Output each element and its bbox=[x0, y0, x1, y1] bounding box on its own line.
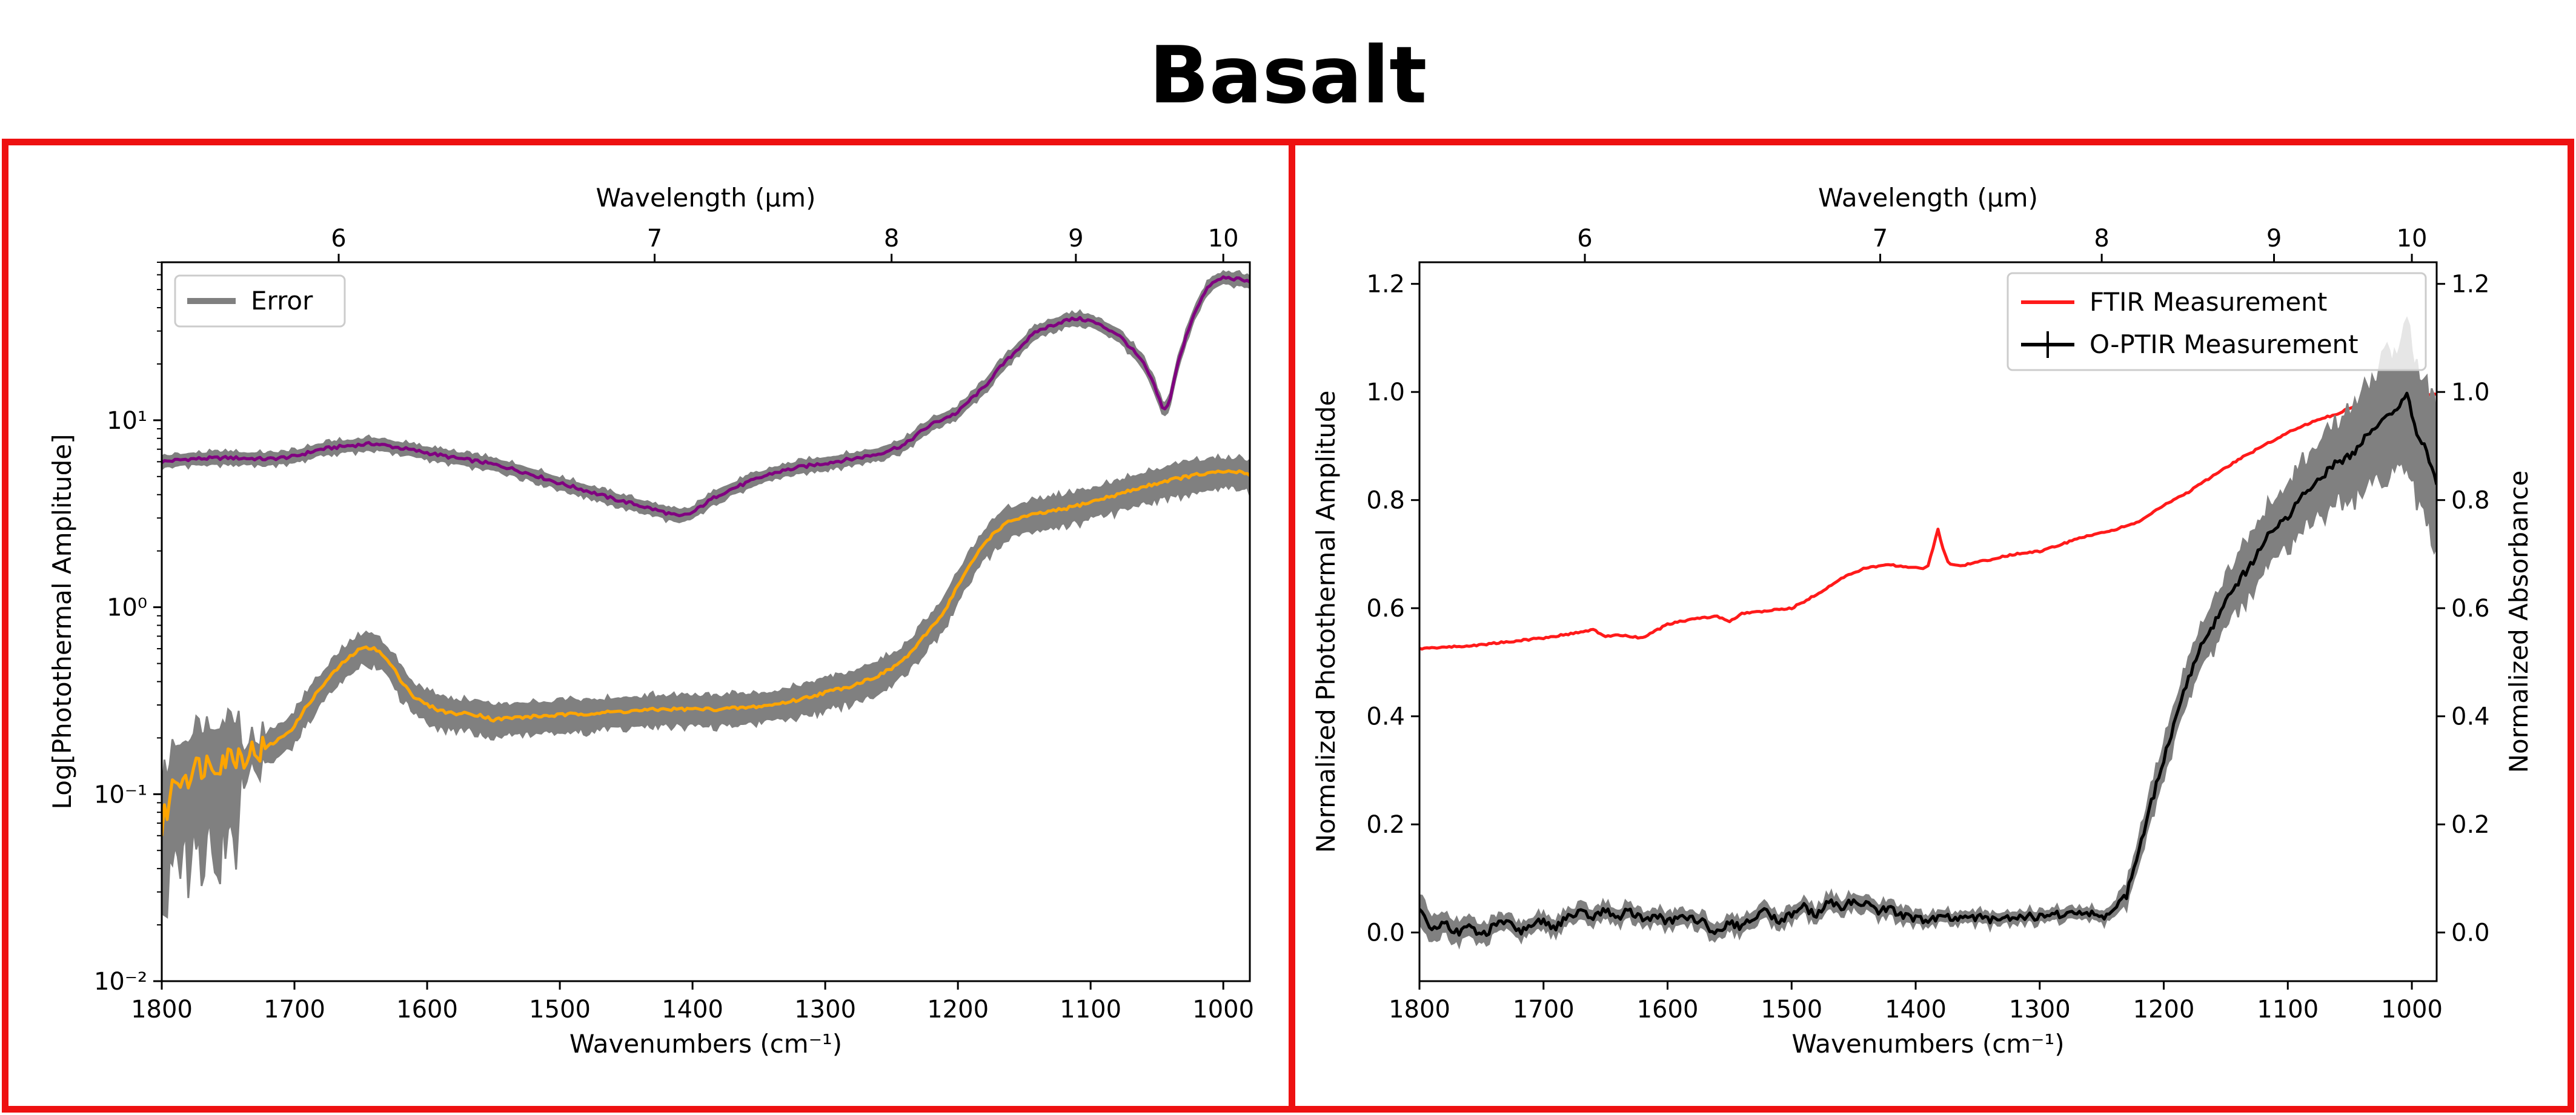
y-tick-label-right: 1.2 bbox=[2451, 271, 2490, 299]
y-tick-label: 10¹ bbox=[107, 407, 147, 435]
x-tick-label: 1500 bbox=[529, 996, 591, 1024]
y-tick-label: 0.2 bbox=[1366, 811, 1405, 839]
series-line-ftir-measurement bbox=[1419, 389, 2437, 651]
x-tick-label: 1100 bbox=[2257, 996, 2319, 1024]
top-tick-label: 7 bbox=[1873, 225, 1888, 253]
top-tick-label: 6 bbox=[1577, 225, 1592, 253]
y-tick-label: 0.0 bbox=[1366, 919, 1405, 947]
top-tick-label: 10 bbox=[2397, 225, 2428, 253]
y-axis-label-right: Normalized Absorbance bbox=[2504, 471, 2534, 773]
top-tick-label: 10 bbox=[1208, 225, 1239, 253]
y-tick-label-right: 0.2 bbox=[2451, 811, 2490, 839]
x-axis-label: Wavenumbers (cm⁻¹) bbox=[1791, 1029, 2064, 1059]
error-band-o-ptir bbox=[1419, 316, 2437, 950]
legend-label-error: Error bbox=[251, 286, 313, 316]
plot-frame bbox=[1418, 261, 2438, 982]
x-tick-label: 1200 bbox=[927, 996, 989, 1024]
x-tick-label: 1600 bbox=[396, 996, 458, 1024]
x-tick-label: 1800 bbox=[131, 996, 193, 1024]
top-axis-label: Wavelength (μm) bbox=[1818, 183, 2038, 213]
y-tick-label: 0.6 bbox=[1366, 595, 1405, 623]
legend: Error bbox=[174, 274, 346, 328]
x-tick-label: 1200 bbox=[2133, 996, 2195, 1024]
x-tick-label: 1700 bbox=[1513, 996, 1575, 1024]
top-tick-label: 8 bbox=[884, 225, 899, 253]
x-tick-label: 1100 bbox=[1060, 996, 1121, 1024]
x-tick-label: 1300 bbox=[2009, 996, 2071, 1024]
y-tick-label: 10⁰ bbox=[107, 594, 147, 622]
legend-box bbox=[174, 274, 346, 328]
y-axis-label: Log[Photothermal Amplitude] bbox=[47, 434, 77, 810]
error-band-lower bbox=[162, 453, 1250, 919]
y-tick-label: 0.8 bbox=[1366, 487, 1405, 515]
top-tick-label: 6 bbox=[331, 225, 346, 253]
top-tick-label: 8 bbox=[2094, 225, 2109, 253]
page-title: Basalt bbox=[1149, 29, 1427, 121]
plot-area-left bbox=[162, 270, 1250, 919]
x-tick-label: 1500 bbox=[1761, 996, 1822, 1024]
top-tick-label: 7 bbox=[647, 225, 662, 253]
y-tick-label: 1.0 bbox=[1366, 379, 1405, 406]
x-tick-label: 1600 bbox=[1637, 996, 1699, 1024]
x-tick-label: 1000 bbox=[2381, 996, 2443, 1024]
series-line-lower-orange- bbox=[162, 469, 1250, 836]
legend-label-ftir: FTIR Measurement bbox=[2090, 287, 2327, 317]
y-axis-label: Normalized Photothermal Amplitude bbox=[1311, 391, 1341, 853]
y-tick-label-right: 0.0 bbox=[2451, 919, 2490, 947]
y-tick-label-right: 1.0 bbox=[2451, 379, 2490, 406]
y-tick-label: 1.2 bbox=[1366, 271, 1405, 299]
x-tick-label: 1000 bbox=[1192, 996, 1254, 1024]
error-band-upper bbox=[162, 270, 1250, 524]
legend: FTIR Measurement O-PTIR Measurement bbox=[2007, 272, 2427, 371]
x-tick-label: 1400 bbox=[1885, 996, 1947, 1024]
x-tick-label: 1400 bbox=[662, 996, 723, 1024]
x-tick-label: 1800 bbox=[1389, 996, 1450, 1024]
y-tick-label: 10⁻¹ bbox=[94, 781, 147, 809]
x-axis-label: Wavenumbers (cm⁻¹) bbox=[569, 1029, 842, 1059]
plot-frame bbox=[161, 261, 1251, 982]
x-tick-label: 1300 bbox=[794, 996, 856, 1024]
right-panel-frame bbox=[1289, 139, 2574, 1113]
x-tick-label: 1700 bbox=[264, 996, 325, 1024]
chart-right: 1800 1700 1600 1500 1400 1300 1200 1100 1000 6 7 8 9… bbox=[1311, 183, 2534, 1059]
top-tick-label: 9 bbox=[1068, 225, 1083, 253]
y-tick-label: 0.4 bbox=[1366, 703, 1405, 731]
y-tick-label-right: 0.8 bbox=[2451, 487, 2490, 515]
top-tick-label: 9 bbox=[2266, 225, 2282, 253]
series-line-upper-purple- bbox=[162, 275, 1250, 517]
legend-label-optir: O-PTIR Measurement bbox=[2090, 329, 2359, 359]
plot-area-right bbox=[1419, 316, 2437, 950]
top-axis-label: Wavelength (μm) bbox=[596, 183, 816, 213]
legend-box bbox=[2007, 272, 2427, 371]
y-tick-label: 10⁻² bbox=[94, 968, 147, 996]
chart-left: 1800 1700 1600 1500 1400 1300 1200 1100 1000 6 7 8 9… bbox=[47, 183, 1254, 1059]
y-tick-label-right: 0.6 bbox=[2451, 595, 2490, 623]
y-tick-label-right: 0.4 bbox=[2451, 703, 2490, 731]
series-line-o-ptir-measurement bbox=[1419, 391, 2437, 937]
